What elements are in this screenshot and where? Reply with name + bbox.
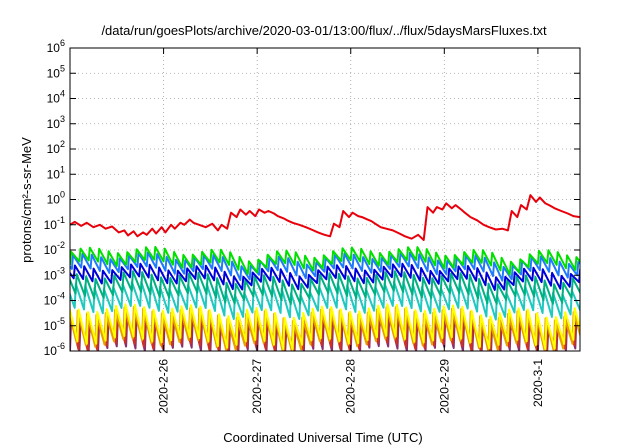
y-tick-label: 103 (47, 114, 65, 131)
x-tick-label: 2020-2-29 (437, 359, 451, 414)
grid (70, 48, 580, 351)
series-line (70, 194, 580, 241)
x-axis-ticks: 2020-2-26 2020-2-27 2020-2-28 2020-2-29 2020… (157, 48, 545, 414)
y-tick-label: 10-4 (44, 291, 65, 308)
series-layer (70, 194, 580, 351)
series-line (70, 270, 580, 306)
y-tick-label: 104 (47, 89, 65, 106)
y-tick-label: 10-2 (44, 240, 65, 257)
x-tick-label: 2020-3-1 (531, 359, 545, 407)
x-tick-label: 2020-2-27 (250, 359, 264, 414)
y-tick-label: 105 (47, 63, 65, 80)
y-axis-ticks: 10-6 10-5 10-4 10-3 10-2 10-1 100 101 102 103 104 1… (44, 38, 580, 358)
y-tick-label: 101 (47, 164, 65, 181)
y-tick-label: 10-5 (44, 316, 65, 333)
series-line (70, 251, 580, 282)
x-tick-label: 2020-2-26 (157, 359, 171, 414)
y-tick-label: 102 (47, 139, 65, 156)
series-line (70, 245, 580, 276)
y-tick-label: 10-3 (44, 265, 65, 282)
y-tick-label: 10-6 (44, 341, 65, 358)
x-tick-label: 2020-2-28 (344, 359, 358, 414)
y-tick-label: 106 (47, 38, 65, 55)
series-line (70, 303, 580, 351)
y-tick-label: 10-1 (44, 215, 65, 232)
y-tick-label: 100 (47, 190, 65, 207)
chart-title: /data/run/goesPlots/archive/2020-03-01/1… (101, 23, 547, 38)
x-axis-label: Coordinated Universal Time (UTC) (223, 430, 422, 445)
y-axis-label: protons/cm²-s-sr-MeV (19, 137, 34, 263)
series-line (70, 262, 580, 291)
